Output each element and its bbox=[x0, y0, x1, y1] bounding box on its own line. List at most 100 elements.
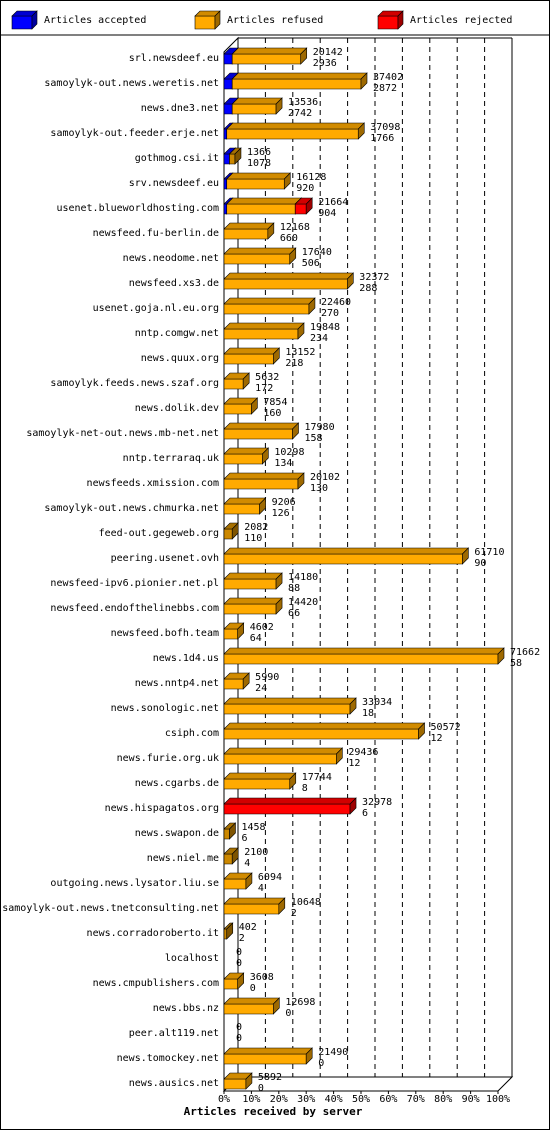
legend-label-2: Articles rejected bbox=[410, 15, 512, 26]
total-label: 0 bbox=[236, 1022, 242, 1033]
bar-refused bbox=[223, 597, 283, 615]
category-label: news.furie.org.uk bbox=[117, 753, 219, 764]
category-label: news.tomockey.net bbox=[117, 1053, 219, 1064]
total-label: 12698 bbox=[285, 997, 315, 1008]
category-label: peer.alt119.net bbox=[129, 1028, 219, 1039]
x-tick-label: 0% bbox=[218, 1094, 230, 1105]
bar-rejected bbox=[223, 797, 357, 815]
category-label: feed-out.gegeweb.org bbox=[99, 528, 219, 539]
total-label: 12168 bbox=[280, 222, 310, 233]
accepted-label: 288 bbox=[359, 283, 377, 294]
total-label: 2082 bbox=[244, 522, 268, 533]
category-label: news.cmpublishers.com bbox=[93, 978, 219, 989]
accepted-label: 1766 bbox=[370, 133, 394, 144]
x-tick-label: 70% bbox=[407, 1094, 425, 1105]
accepted-label: 1078 bbox=[247, 158, 271, 169]
accepted-label: 218 bbox=[285, 358, 303, 369]
accepted-label: 2936 bbox=[313, 58, 337, 69]
category-label: news.corradoroberto.it bbox=[87, 928, 219, 939]
accepted-label: 2 bbox=[291, 908, 297, 919]
category-label: samoylyk-out.news.tnetconsulting.net bbox=[2, 903, 219, 914]
accepted-label: 58 bbox=[510, 658, 522, 669]
legend-swatch-0 bbox=[11, 10, 38, 30]
x-tick-label: 10% bbox=[242, 1094, 260, 1105]
total-label: 20142 bbox=[313, 47, 343, 58]
bar-refused bbox=[231, 97, 283, 115]
accepted-label: 6 bbox=[362, 808, 368, 819]
bar-refused bbox=[223, 772, 297, 790]
bar-refused bbox=[223, 422, 300, 440]
category-label: news.swapon.de bbox=[135, 828, 219, 839]
bar-refused bbox=[223, 997, 281, 1015]
x-tick-label: 80% bbox=[434, 1094, 452, 1105]
accepted-label: 130 bbox=[310, 483, 328, 494]
total-label: 1366 bbox=[247, 147, 271, 158]
accepted-label: 0 bbox=[318, 1058, 324, 1069]
accepted-label: 2742 bbox=[288, 108, 312, 119]
accepted-label: 66 bbox=[288, 608, 300, 619]
total-label: 32978 bbox=[362, 797, 392, 808]
accepted-label: 24 bbox=[255, 683, 267, 694]
accepted-label: 0 bbox=[285, 1008, 291, 1019]
bar-refused bbox=[223, 622, 245, 640]
category-label: nntp.comgw.net bbox=[135, 328, 219, 339]
legend-label-0: Articles accepted bbox=[44, 15, 146, 26]
bar-refused bbox=[223, 872, 253, 890]
bar-refused bbox=[223, 547, 470, 565]
bar-refused bbox=[223, 972, 245, 990]
accepted-label: 4 bbox=[244, 858, 250, 869]
total-label: 71662 bbox=[510, 647, 540, 658]
bar-refused bbox=[231, 72, 368, 90]
category-label: nntp.terraraq.uk bbox=[123, 453, 219, 464]
legend-swatch-2 bbox=[377, 10, 404, 30]
accepted-label: 90 bbox=[474, 558, 486, 569]
accepted-label: 904 bbox=[318, 208, 336, 219]
category-label: news.sonologic.net bbox=[111, 703, 219, 714]
accepted-label: 0 bbox=[258, 1083, 264, 1094]
category-label: newsfeed.bofh.team bbox=[111, 628, 219, 639]
category-label: news.neodome.net bbox=[123, 253, 219, 264]
accepted-label: 2872 bbox=[373, 83, 397, 94]
accepted-label: 270 bbox=[321, 308, 339, 319]
bar-refused bbox=[223, 222, 275, 240]
category-label: news.quux.org bbox=[141, 353, 219, 364]
total-label: 33034 bbox=[362, 697, 392, 708]
accepted-label: 506 bbox=[302, 258, 320, 269]
legend-label-1: Articles refused bbox=[227, 15, 323, 26]
category-label: newsfeed.fu-berlin.de bbox=[93, 228, 219, 239]
accepted-label: 920 bbox=[296, 183, 314, 194]
accepted-label: 12 bbox=[431, 733, 443, 744]
total-label: 2100 bbox=[244, 847, 268, 858]
category-label: samoylyk-net-out.news.mb-net.net bbox=[26, 428, 219, 439]
category-label: peering.usenet.ovh bbox=[111, 553, 219, 564]
accepted-label: 0 bbox=[250, 983, 256, 994]
bar-other bbox=[223, 822, 237, 840]
bar-refused bbox=[226, 197, 302, 215]
bar-refused bbox=[223, 272, 355, 290]
category-label: news.ausics.net bbox=[129, 1078, 219, 1089]
total-label: 402 bbox=[239, 922, 257, 933]
total-label: 14180 bbox=[288, 572, 318, 583]
bar-refused bbox=[223, 497, 267, 515]
accepted-label: 660 bbox=[280, 233, 298, 244]
accepted-label: 134 bbox=[274, 458, 292, 469]
total-label: 13152 bbox=[285, 347, 315, 358]
bar-refused bbox=[223, 747, 344, 765]
bar-other bbox=[223, 522, 239, 540]
total-label: 9206 bbox=[272, 497, 296, 508]
total-label: 10648 bbox=[291, 897, 321, 908]
total-label: 29436 bbox=[348, 747, 378, 758]
legend-swatch-1 bbox=[194, 10, 221, 30]
bar-other bbox=[223, 847, 239, 865]
accepted-label: 4 bbox=[258, 883, 264, 894]
accepted-label: 234 bbox=[310, 333, 328, 344]
category-label: samoylyk-out.news.chmurka.net bbox=[44, 503, 219, 514]
total-label: 16128 bbox=[296, 172, 326, 183]
bar-refused bbox=[226, 172, 292, 190]
category-label: csiph.com bbox=[165, 728, 219, 739]
total-label: 37402 bbox=[373, 72, 403, 83]
total-label: 17980 bbox=[305, 422, 335, 433]
accepted-label: 88 bbox=[288, 583, 300, 594]
bar-refused bbox=[223, 722, 426, 740]
